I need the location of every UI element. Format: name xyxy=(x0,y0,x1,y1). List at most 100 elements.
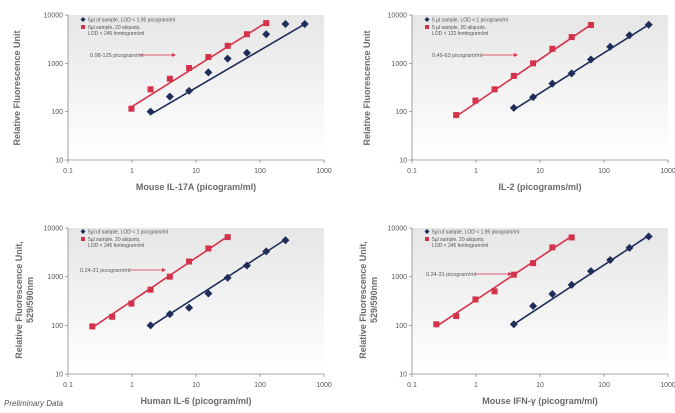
y-tick-label: 10000 xyxy=(44,13,64,20)
legend-line: 5µl sample, 20 aliquots, xyxy=(88,237,141,243)
y-tick-label: 100 xyxy=(51,109,63,116)
data-point-diamond xyxy=(281,236,290,245)
x-tick-label: 1 xyxy=(474,382,478,389)
legend-entry-aliquot: 5 µl sample, 20 aliquots, LOD < 122 femto… xyxy=(432,25,488,37)
y-tick-label: 10 xyxy=(55,158,63,165)
data-point-square xyxy=(224,234,231,241)
fit-line xyxy=(455,24,592,118)
data-point-diamond xyxy=(548,290,557,299)
legend-entry-aliquot: 5µl sample, 20 aliquots, LOD < 245 femtog… xyxy=(88,237,144,249)
fit-line xyxy=(513,24,650,111)
legend: 5µl of sample, LOD < 1.95 picogram/ml5µl… xyxy=(80,17,175,37)
x-tick-label: 0.1 xyxy=(63,382,73,389)
data-point-diamond xyxy=(644,232,653,241)
data-point-diamond xyxy=(242,261,251,270)
data-point-diamond xyxy=(548,79,557,88)
y-tick-label: 10 xyxy=(399,158,407,165)
data-point-diamond xyxy=(204,68,213,77)
legend-marker-square xyxy=(425,25,429,29)
y-tick-label: 100 xyxy=(51,323,63,330)
data-point-diamond xyxy=(509,103,518,112)
x-tick-label: 10 xyxy=(536,382,544,389)
data-point-diamond xyxy=(644,20,653,29)
data-point-diamond xyxy=(586,55,595,64)
x-tick-label: 10 xyxy=(536,168,544,175)
range-annotation: 0.24-31 picogram/ml xyxy=(80,268,130,274)
data-point-square xyxy=(186,258,193,265)
legend: 5 µl sample, LOD < 1 picogram/ml5 µl sam… xyxy=(424,17,508,37)
data-point-diamond xyxy=(529,301,538,310)
data-point-square xyxy=(205,54,212,61)
data-point-diamond xyxy=(204,289,213,298)
x-tick-label: 0.1 xyxy=(407,382,417,389)
legend-entry-sample: 5µl of sample, LOD < 1.95 picogram/ml xyxy=(432,230,519,236)
data-point-square xyxy=(491,86,498,93)
x-tick-label: 1000 xyxy=(316,382,332,389)
data-point-square xyxy=(491,288,498,295)
series-diamond xyxy=(509,232,653,329)
annotation-arrowhead xyxy=(514,53,518,57)
data-point-square xyxy=(243,31,250,38)
data-point-square xyxy=(472,296,479,303)
y-tick-label: 10000 xyxy=(388,13,408,20)
data-point-square xyxy=(568,34,575,41)
y-axis-label: Relative Fluorescence Unit,529/590nm xyxy=(14,241,35,359)
x-tick-label: 100 xyxy=(254,168,266,175)
data-point-diamond xyxy=(606,42,615,51)
x-axis-label: IL-2 (picograms/ml) xyxy=(498,182,581,192)
data-point-square xyxy=(549,244,556,251)
data-point-diamond xyxy=(529,93,538,102)
series-square xyxy=(89,234,231,330)
fit-line xyxy=(150,23,306,116)
data-point-diamond xyxy=(165,92,174,101)
data-point-square xyxy=(433,321,440,328)
fit-line xyxy=(150,238,286,328)
y-tick-label: 10 xyxy=(399,372,407,379)
data-point-square xyxy=(263,20,270,27)
data-point-square xyxy=(166,273,173,280)
series-square xyxy=(453,22,594,119)
y-axis-label-line: Relative Fluorescence Unit xyxy=(362,30,372,145)
chart-panel-1: 0.1 1 10 100 1000 10 100 1000 10000 Mouse IL-17A … xyxy=(12,13,332,193)
y-tick-label: 1000 xyxy=(47,61,63,68)
data-point-square xyxy=(166,75,173,82)
x-tick-label: 0.1 xyxy=(407,168,417,175)
legend-marker-square xyxy=(425,237,429,241)
plot-area xyxy=(68,228,324,374)
legend-entry-sample: 5µl of sample, LOD < 1 picogram/ml xyxy=(88,230,168,236)
y-axis-label: Relative Fluorescence Unit,529/590nm xyxy=(358,241,379,359)
data-point-diamond xyxy=(242,48,251,57)
y-axis-label-line: 529/590nm xyxy=(369,277,379,323)
x-tick-label: 1000 xyxy=(660,382,675,389)
data-point-diamond xyxy=(567,69,576,78)
data-point-diamond xyxy=(146,107,155,116)
x-tick-label: 100 xyxy=(598,382,610,389)
data-point-square xyxy=(510,72,517,79)
data-point-square xyxy=(510,271,517,278)
x-tick-label: 1000 xyxy=(660,168,675,175)
y-tick-label: 1000 xyxy=(47,274,63,281)
data-point-diamond xyxy=(223,54,232,63)
x-tick-label: 10 xyxy=(192,168,200,175)
legend-marker-diamond xyxy=(424,17,430,22)
data-point-diamond xyxy=(625,243,634,252)
y-tick-label: 100 xyxy=(395,323,407,330)
y-axis-label-line: 529/590nm xyxy=(25,277,35,323)
data-point-square xyxy=(587,22,594,29)
legend-marker-diamond xyxy=(80,17,86,22)
data-point-square xyxy=(147,86,154,93)
data-point-square xyxy=(549,45,556,52)
data-point-diamond xyxy=(281,20,290,29)
x-tick-label: 1 xyxy=(130,168,134,175)
data-point-diamond xyxy=(223,273,232,282)
y-axis-label: Relative Fluorescence Unit xyxy=(362,30,372,145)
series-diamond xyxy=(146,236,290,330)
y-axis-label: Relative Fluorescence Unit xyxy=(12,30,22,145)
data-point-diamond xyxy=(567,280,576,289)
chart-panel-4: 0.1 1 10 100 1000 10 100 1000 10000 Mouse IFN-γ (… xyxy=(358,226,675,407)
data-point-square xyxy=(472,97,479,104)
x-tick-label: 1000 xyxy=(316,168,332,175)
fit-line xyxy=(91,235,229,329)
annotation-arrowhead xyxy=(162,268,166,272)
legend-line: 5µl sample, 20 aliquots, xyxy=(432,237,485,243)
